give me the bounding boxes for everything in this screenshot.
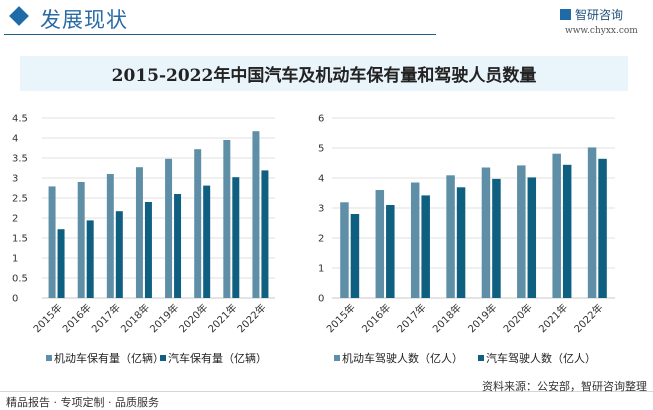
bar: [194, 149, 202, 298]
bar: [410, 182, 420, 298]
y-tick-label: 3: [12, 174, 18, 185]
x-tick-label: 2016年: [359, 301, 393, 335]
bar: [481, 167, 491, 298]
x-tick-label: 2017年: [89, 301, 123, 335]
bar: [77, 182, 85, 298]
bar: [552, 153, 561, 298]
legend-swatch: [160, 355, 166, 361]
y-tick-label: 6: [318, 114, 324, 125]
bar: [517, 165, 526, 298]
bar: [232, 177, 240, 298]
x-tick-label: 2015年: [324, 301, 358, 335]
y-tick-label: 1: [12, 254, 18, 265]
x-tick-label: 2019年: [147, 301, 181, 335]
bar: [587, 147, 597, 298]
bar: [446, 175, 455, 298]
x-tick-label: 2020年: [176, 301, 210, 335]
bar: [386, 205, 395, 298]
bar: [174, 194, 182, 298]
y-tick-label: 4.5: [12, 114, 28, 125]
y-tick-label: 0: [12, 294, 18, 305]
y-tick-label: 2: [318, 234, 324, 245]
legend-label: 机动车保有量（亿辆）: [54, 351, 164, 365]
x-tick-label: 2020年: [500, 301, 534, 335]
x-tick-label: 2018年: [430, 301, 464, 335]
bar: [261, 170, 269, 298]
bar: [115, 211, 123, 298]
bar: [223, 140, 231, 298]
y-tick-label: 4: [318, 174, 324, 185]
bar: [135, 167, 143, 298]
x-tick-label: 2022年: [571, 301, 605, 335]
section-title: 发展现状: [40, 8, 128, 32]
bar: [562, 164, 572, 298]
y-tick-label: 0.5: [12, 274, 28, 285]
bar: [598, 158, 607, 298]
bar: [203, 185, 211, 298]
legend-swatch: [334, 355, 340, 361]
bar: [456, 187, 466, 298]
logo-text: 智研咨询: [575, 8, 624, 22]
x-tick-label: 2016年: [60, 301, 94, 335]
legend-label: 汽车保有量（亿辆）: [168, 351, 267, 365]
bar: [340, 202, 349, 298]
bar: [252, 131, 260, 298]
x-tick-label: 2021年: [536, 301, 570, 335]
y-tick-label: 1: [318, 264, 324, 275]
x-tick-label: 2019年: [465, 301, 499, 335]
url: www.chyxx.com: [565, 26, 638, 36]
legend-label: 汽车驾驶人数（亿人）: [486, 351, 596, 365]
bar: [106, 174, 114, 298]
chart-title: 2015-2022年中国汽车及机动车保有量和驾驶人员数量: [20, 56, 628, 91]
bar: [57, 229, 65, 298]
y-tick-label: 1.5: [12, 234, 28, 245]
footer-divider: [0, 391, 653, 392]
footer-slogan: 精品报告 · 专项定制 · 品质服务: [6, 396, 159, 409]
bar: [165, 158, 173, 298]
y-tick-label: 2: [12, 214, 18, 225]
y-tick-label: 5: [318, 144, 324, 155]
logo-icon: [560, 9, 571, 20]
x-tick-label: 2021年: [205, 301, 239, 335]
x-tick-label: 2015年: [30, 301, 64, 335]
logo: 智研咨询: [560, 6, 623, 23]
bar: [86, 220, 94, 298]
legend-label: 机动车驾驶人数（亿人）: [342, 351, 463, 365]
bar: [375, 190, 385, 298]
y-tick-label: 3: [318, 204, 324, 215]
y-tick-label: 0: [318, 294, 324, 305]
x-tick-label: 2022年: [234, 301, 268, 335]
y-tick-label: 2.5: [12, 194, 28, 205]
bar: [421, 195, 430, 298]
bar: [527, 177, 537, 298]
y-tick-label: 3.5: [12, 154, 28, 165]
y-tick-label: 4: [12, 134, 18, 145]
legend-swatch: [478, 355, 484, 361]
bar: [144, 202, 152, 298]
source-note: 资料来源：公安部，智研咨询整理: [482, 380, 647, 393]
x-tick-label: 2017年: [394, 301, 428, 335]
legend-swatch: [46, 355, 52, 361]
bar: [350, 214, 360, 298]
bar: [492, 178, 501, 298]
bar: [48, 186, 56, 298]
divider: [4, 34, 436, 35]
x-tick-label: 2018年: [118, 301, 152, 335]
